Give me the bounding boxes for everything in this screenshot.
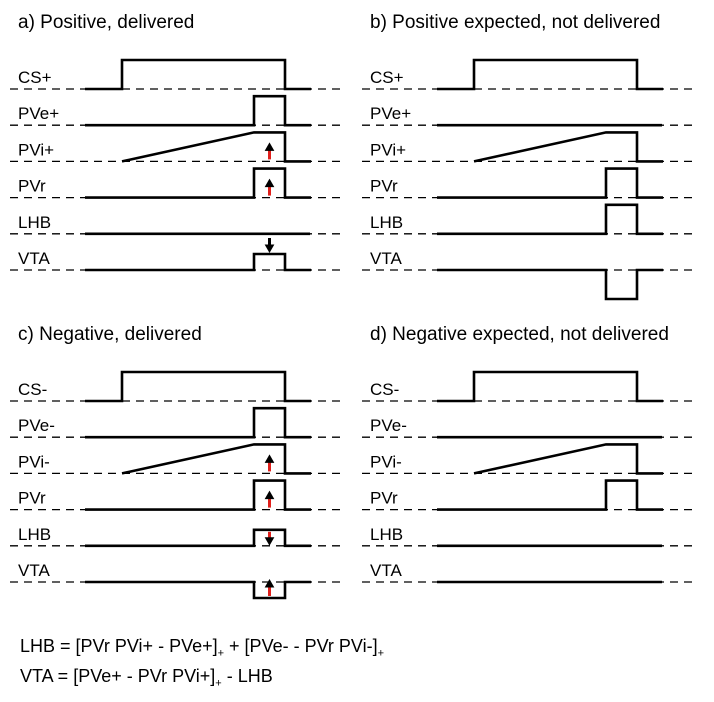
signal-trace-ramp [121, 131, 311, 163]
panel-c-title: c) Negative, delivered [18, 324, 202, 345]
row-label-pvr: PVr [370, 177, 398, 196]
row-label-pvr: PVr [18, 489, 46, 508]
row-label-lhb: LHB [370, 213, 403, 232]
signal-trace-dip [437, 268, 663, 301]
signal-trace-ramp-full [473, 443, 663, 475]
signal-trace-pulse [85, 167, 311, 199]
arrow-up-icon [264, 454, 275, 472]
arrow-up-icon [264, 490, 275, 508]
panel-b-title: b) Positive expected, not delivered [370, 12, 660, 33]
panel-b: b) Positive expected, not delivered CS+ PV… [362, 12, 692, 301]
lhb-formula-sub1: + [217, 647, 225, 660]
lhb-formula-sub2: + [377, 647, 385, 660]
arrow-up-icon [264, 142, 275, 160]
row-label-pve-minus: PVe- [18, 416, 55, 435]
signal-trace-cs [85, 58, 311, 91]
panel-d-title: d) Negative expected, not delivered [370, 324, 669, 345]
row-label-pvi-minus: PVi- [18, 452, 50, 471]
row-label-cs-plus: CS+ [18, 68, 52, 87]
signal-trace-cs [437, 58, 663, 91]
row-label-pvr: PVr [18, 177, 46, 196]
arrow-down-icon [264, 531, 275, 546]
vta-formula-sub1: + [215, 677, 222, 690]
signal-trace-ramp-full [473, 131, 663, 163]
row-label-lhb: LHB [18, 213, 51, 232]
signal-trace-pulse [85, 479, 311, 511]
panel-d: d) Negative expected, not delivered CS- PV… [362, 324, 692, 584]
row-label-pve-minus: PVe- [370, 416, 407, 435]
signal-trace-cs [85, 370, 311, 403]
arrow-up-icon [264, 578, 275, 596]
row-label-pvi-plus: PVi+ [18, 140, 54, 159]
vta-formula-part2: - LHB [221, 666, 273, 686]
lhb-formula-part1: LHB = [PVr PVi+ - PVe+] [20, 636, 218, 656]
signal-trace-small-pulse [85, 252, 311, 272]
row-label-cs-minus: CS- [18, 380, 47, 399]
row-label-lhb: LHB [370, 525, 403, 544]
arrow-up-icon [264, 178, 275, 196]
arrow-down-icon [264, 238, 275, 254]
row-label-lhb: LHB [18, 525, 51, 544]
row-label-pvr: PVr [370, 489, 398, 508]
row-label-pve-plus: PVe+ [18, 104, 59, 123]
row-label-pvi-minus: PVi- [370, 452, 402, 471]
signal-trace-pulse [437, 203, 663, 236]
signal-trace-pulse [437, 479, 663, 511]
row-label-vta: VTA [18, 561, 50, 580]
row-label-vta: VTA [370, 561, 402, 580]
vta-formula-part1: VTA = [PVe+ - PVr PVi+] [20, 666, 216, 686]
lhb-formula-part2: + [PVe- - PVr PVi-] [224, 636, 378, 656]
signal-trace-small-dip [85, 580, 311, 600]
row-label-vta: VTA [18, 249, 50, 268]
vta-formula: VTA = [PVe+ - PVr PVi+]+ - LHB [20, 666, 273, 690]
row-label-pve-plus: PVe+ [370, 104, 411, 123]
row-label-cs-plus: CS+ [370, 68, 404, 87]
row-label-cs-minus: CS- [370, 380, 399, 399]
panel-a: a) Positive, delivered CS+ PVe+ PVi+ PVr LHB V… [10, 12, 340, 272]
row-label-pvi-plus: PVi+ [370, 140, 406, 159]
signal-trace-ramp [121, 443, 311, 475]
lhb-formula: LHB = [PVr PVi+ - PVe+]+ + [PVe- - PVr P… [20, 636, 384, 660]
signal-trace-cs [437, 370, 663, 403]
row-label-vta: VTA [370, 249, 402, 268]
signal-trace-pulse [85, 94, 311, 127]
panel-a-title: a) Positive, delivered [18, 12, 194, 33]
panel-c: c) Negative, delivered CS- PVe- PVi- PVr LHB V… [10, 324, 340, 600]
signal-trace-pulse [437, 167, 663, 199]
signal-trace-small-pulse [85, 528, 311, 548]
signal-trace-pulse [85, 406, 311, 439]
